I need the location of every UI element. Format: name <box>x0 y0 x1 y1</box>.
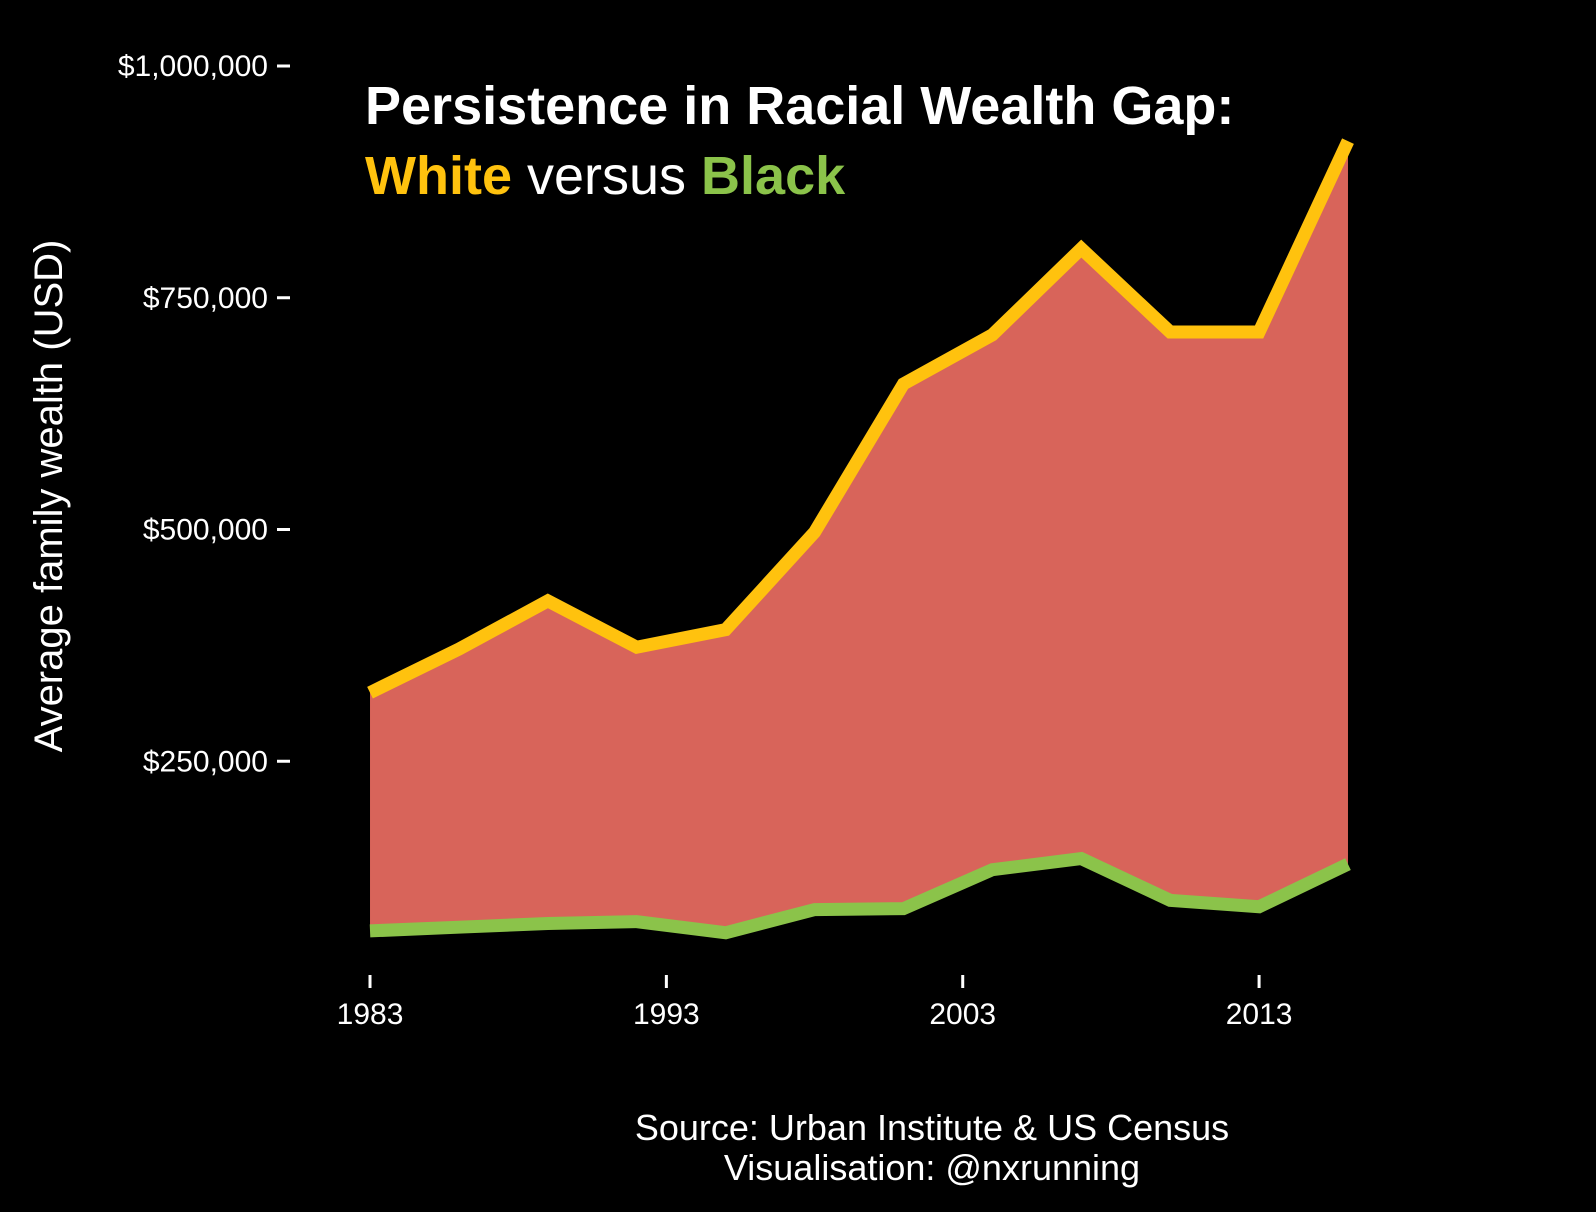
x-tick-label: 2013 <box>1226 998 1293 1031</box>
subtitle-part-1: versus <box>512 146 701 206</box>
caption-source: Source: Urban Institute & US Census <box>635 1107 1229 1148</box>
y-tick-label: $250,000 <box>143 745 268 778</box>
x-tick-label: 1983 <box>337 998 404 1031</box>
y-axis-title: Average family wealth (USD) <box>27 240 71 753</box>
series-line-white <box>367 138 1354 699</box>
gap-ribbon <box>370 141 1348 933</box>
plot-area <box>367 138 1354 940</box>
subtitle-part-0: White <box>365 146 512 206</box>
y-tick-label: $750,000 <box>143 282 268 315</box>
y-tick-label: $500,000 <box>143 514 268 547</box>
series-line-black <box>369 851 1351 940</box>
x-tick-label: 2003 <box>929 998 996 1031</box>
y-tick-label: $1,000,000 <box>118 50 268 83</box>
subtitle-part-2: Black <box>701 146 846 206</box>
x-tick-label: 1993 <box>633 998 700 1031</box>
axes: $250,000 $500,000 $750,000 $1,000,000 1983 19… <box>118 50 1293 1031</box>
chart-subtitle: White versus Black <box>365 146 846 206</box>
chart-title: Persistence in Racial Wealth Gap: <box>365 76 1234 136</box>
caption-credit: Visualisation: @nxrunning <box>724 1147 1140 1188</box>
